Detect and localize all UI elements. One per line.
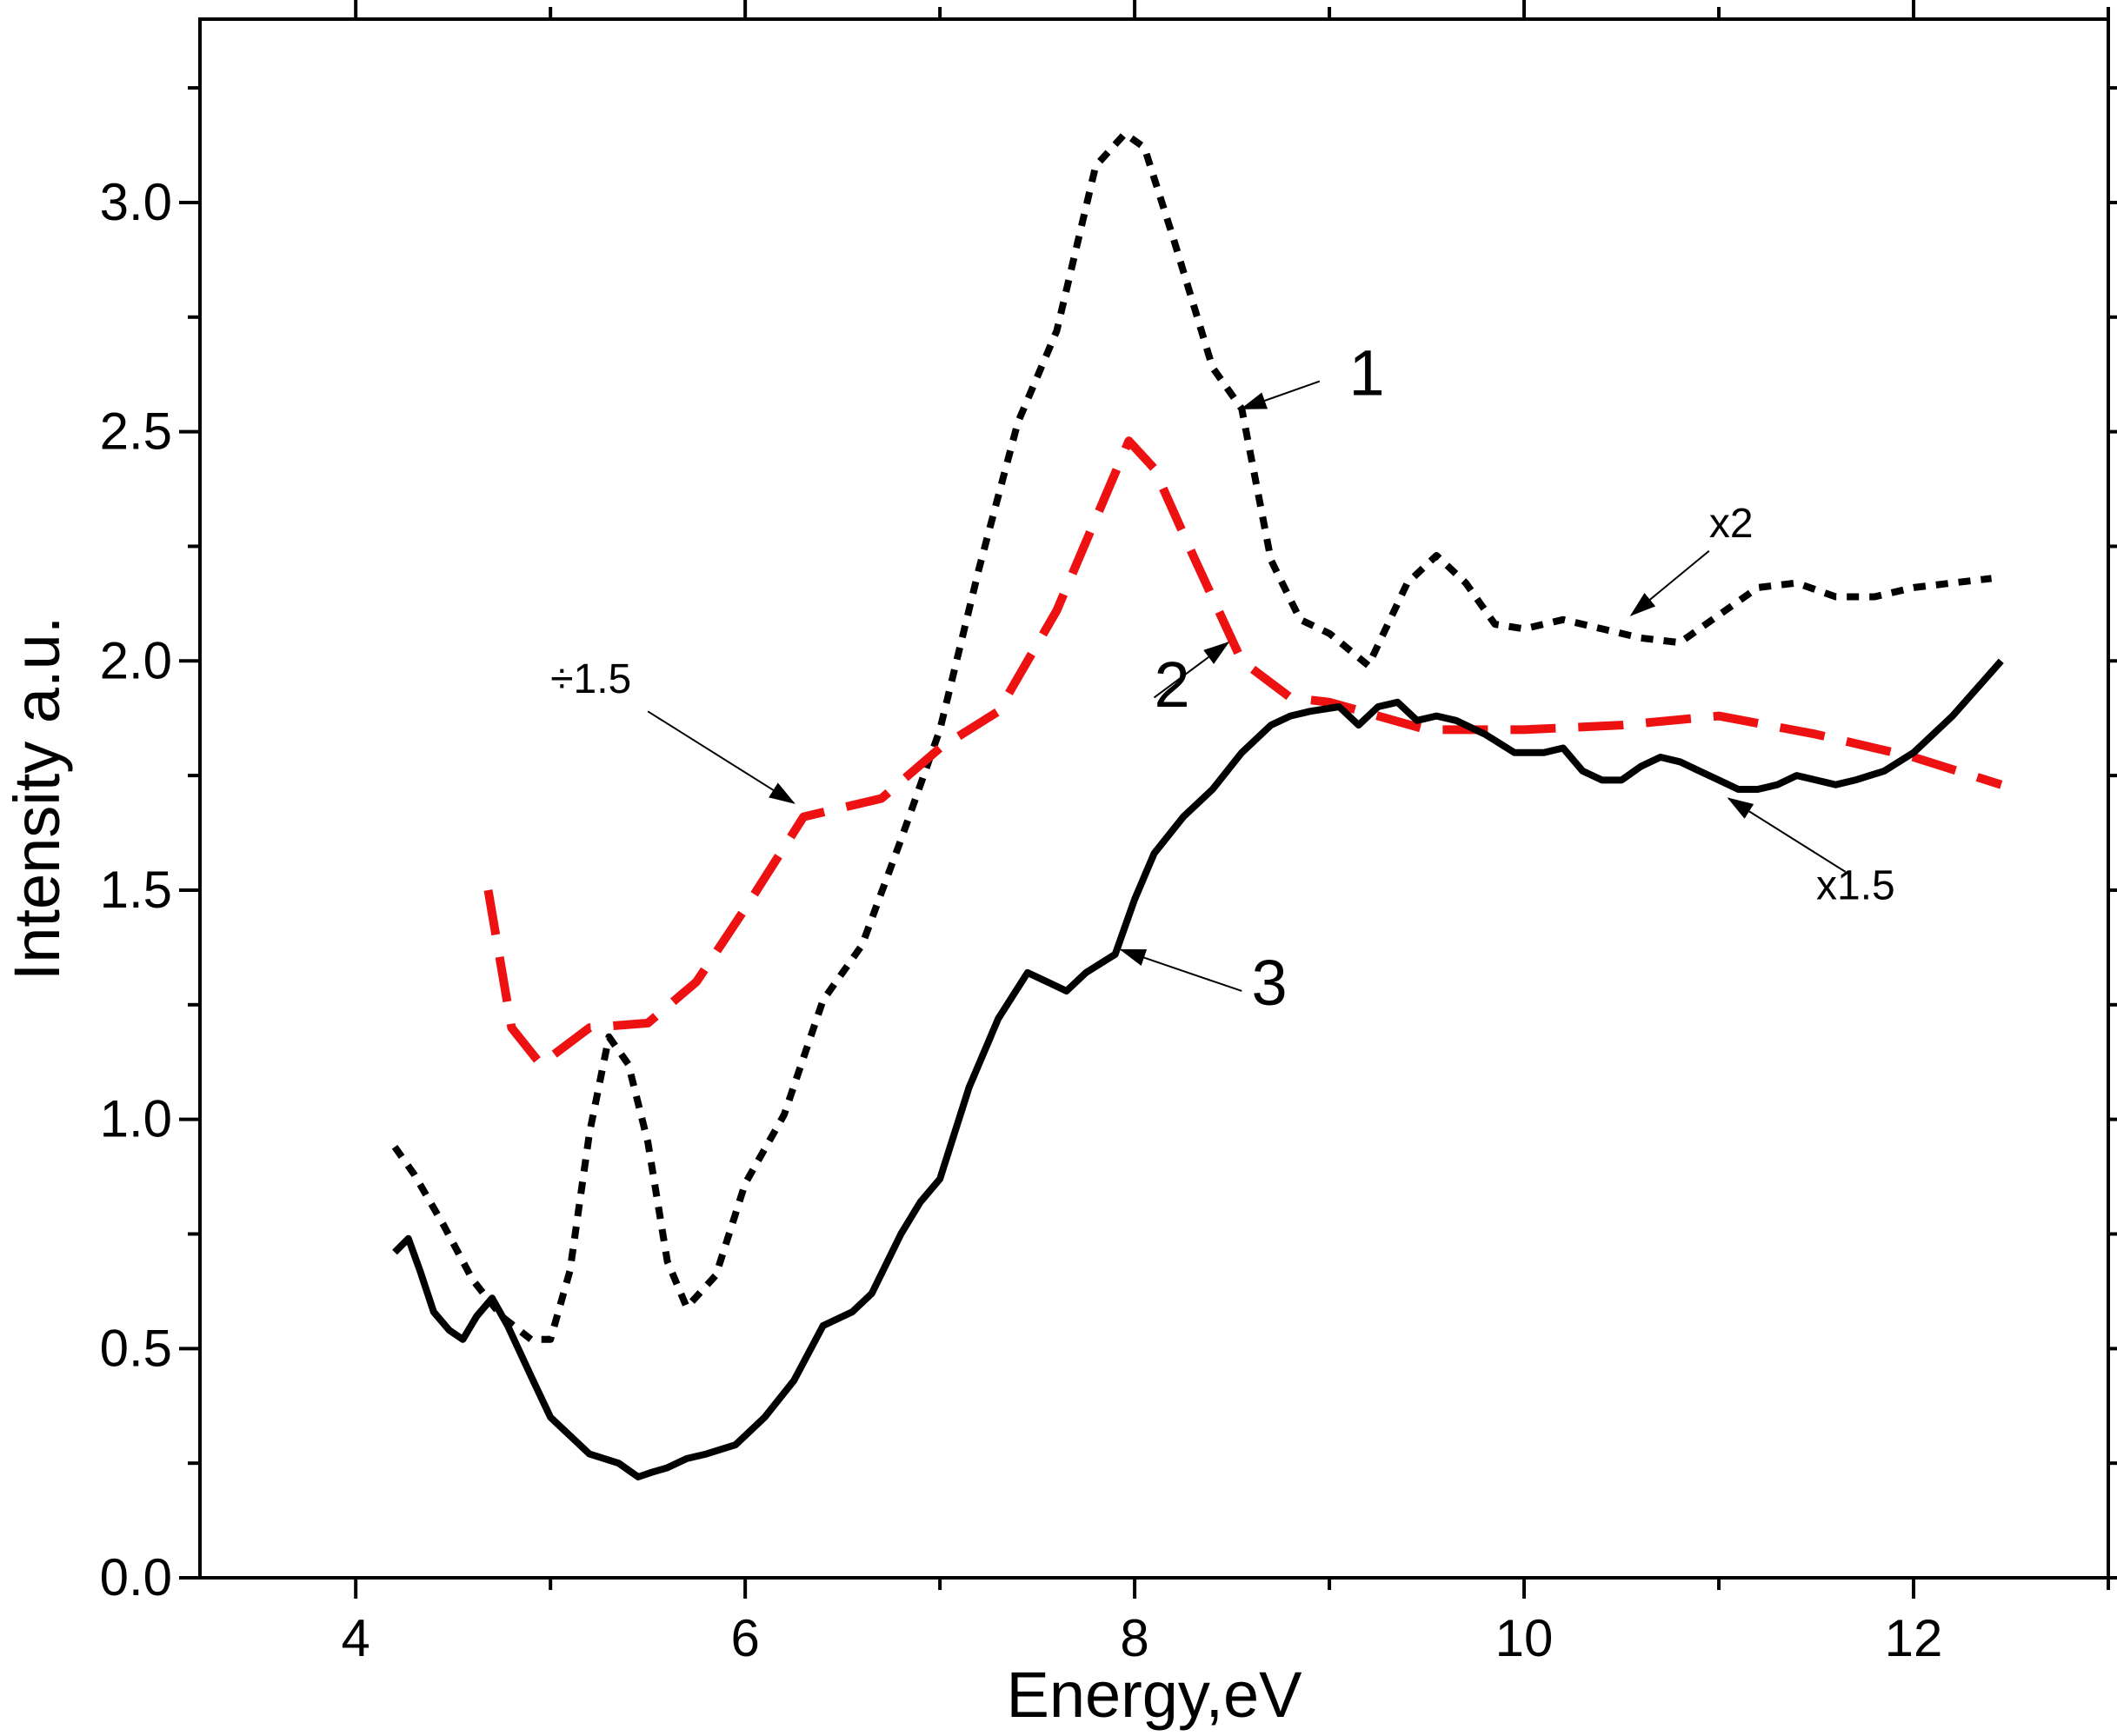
annotation-label-3: 3 xyxy=(1251,947,1287,1019)
annotation-arrow-label-1 xyxy=(1240,380,1321,410)
x-tick-label: 10 xyxy=(1495,1609,1554,1667)
plot-frame xyxy=(198,17,2110,1580)
annotation-arrow-label-3 xyxy=(1119,948,1242,992)
y-tick-label: 1.0 xyxy=(100,1090,172,1148)
series-3-line xyxy=(392,658,2004,1480)
tick-layer: 4 6 8 10 120.00.51.01.52.02.53.0 xyxy=(100,0,2117,1667)
annotation-arrow-label-2 xyxy=(1153,642,1230,699)
y-tick-label: 0.0 xyxy=(100,1548,172,1606)
y-tick-label: 0.5 xyxy=(100,1319,172,1377)
y-tick-label: 1.5 xyxy=(100,861,172,919)
annotation-layer: 1 2 3 x2 x1.5 ÷1.5 xyxy=(550,336,1895,1018)
x-tick-label: 8 xyxy=(1120,1609,1148,1667)
y-tick-label: 2.0 xyxy=(100,631,172,689)
series-layer xyxy=(391,130,2004,1480)
x-axis-label: Energy,eV xyxy=(1006,1659,1302,1731)
series-2-line xyxy=(483,436,2003,1069)
x-tick-label: 6 xyxy=(730,1609,759,1667)
y-tick-label: 3.0 xyxy=(100,173,172,231)
series-1-line xyxy=(391,130,1993,1343)
annotation-label-2: 2 xyxy=(1155,649,1190,721)
annotation-label-div1.5: ÷1.5 xyxy=(550,656,631,702)
x-tick-label: 12 xyxy=(1885,1609,1943,1667)
annotation-label-x1.5: x1.5 xyxy=(1816,863,1895,909)
annotation-arrow-label-x2 xyxy=(1629,549,1710,616)
y-tick-label: 2.5 xyxy=(100,402,172,461)
x-tick-label: 4 xyxy=(341,1609,369,1667)
annotation-label-1: 1 xyxy=(1348,336,1384,409)
annotation-arrow-label-div1.5 xyxy=(647,710,796,804)
y-axis-label: Intensity a.u. xyxy=(1,616,73,981)
annotation-arrow-label-x1.5 xyxy=(1727,797,1847,873)
annotation-label-x2: x2 xyxy=(1709,501,1754,547)
